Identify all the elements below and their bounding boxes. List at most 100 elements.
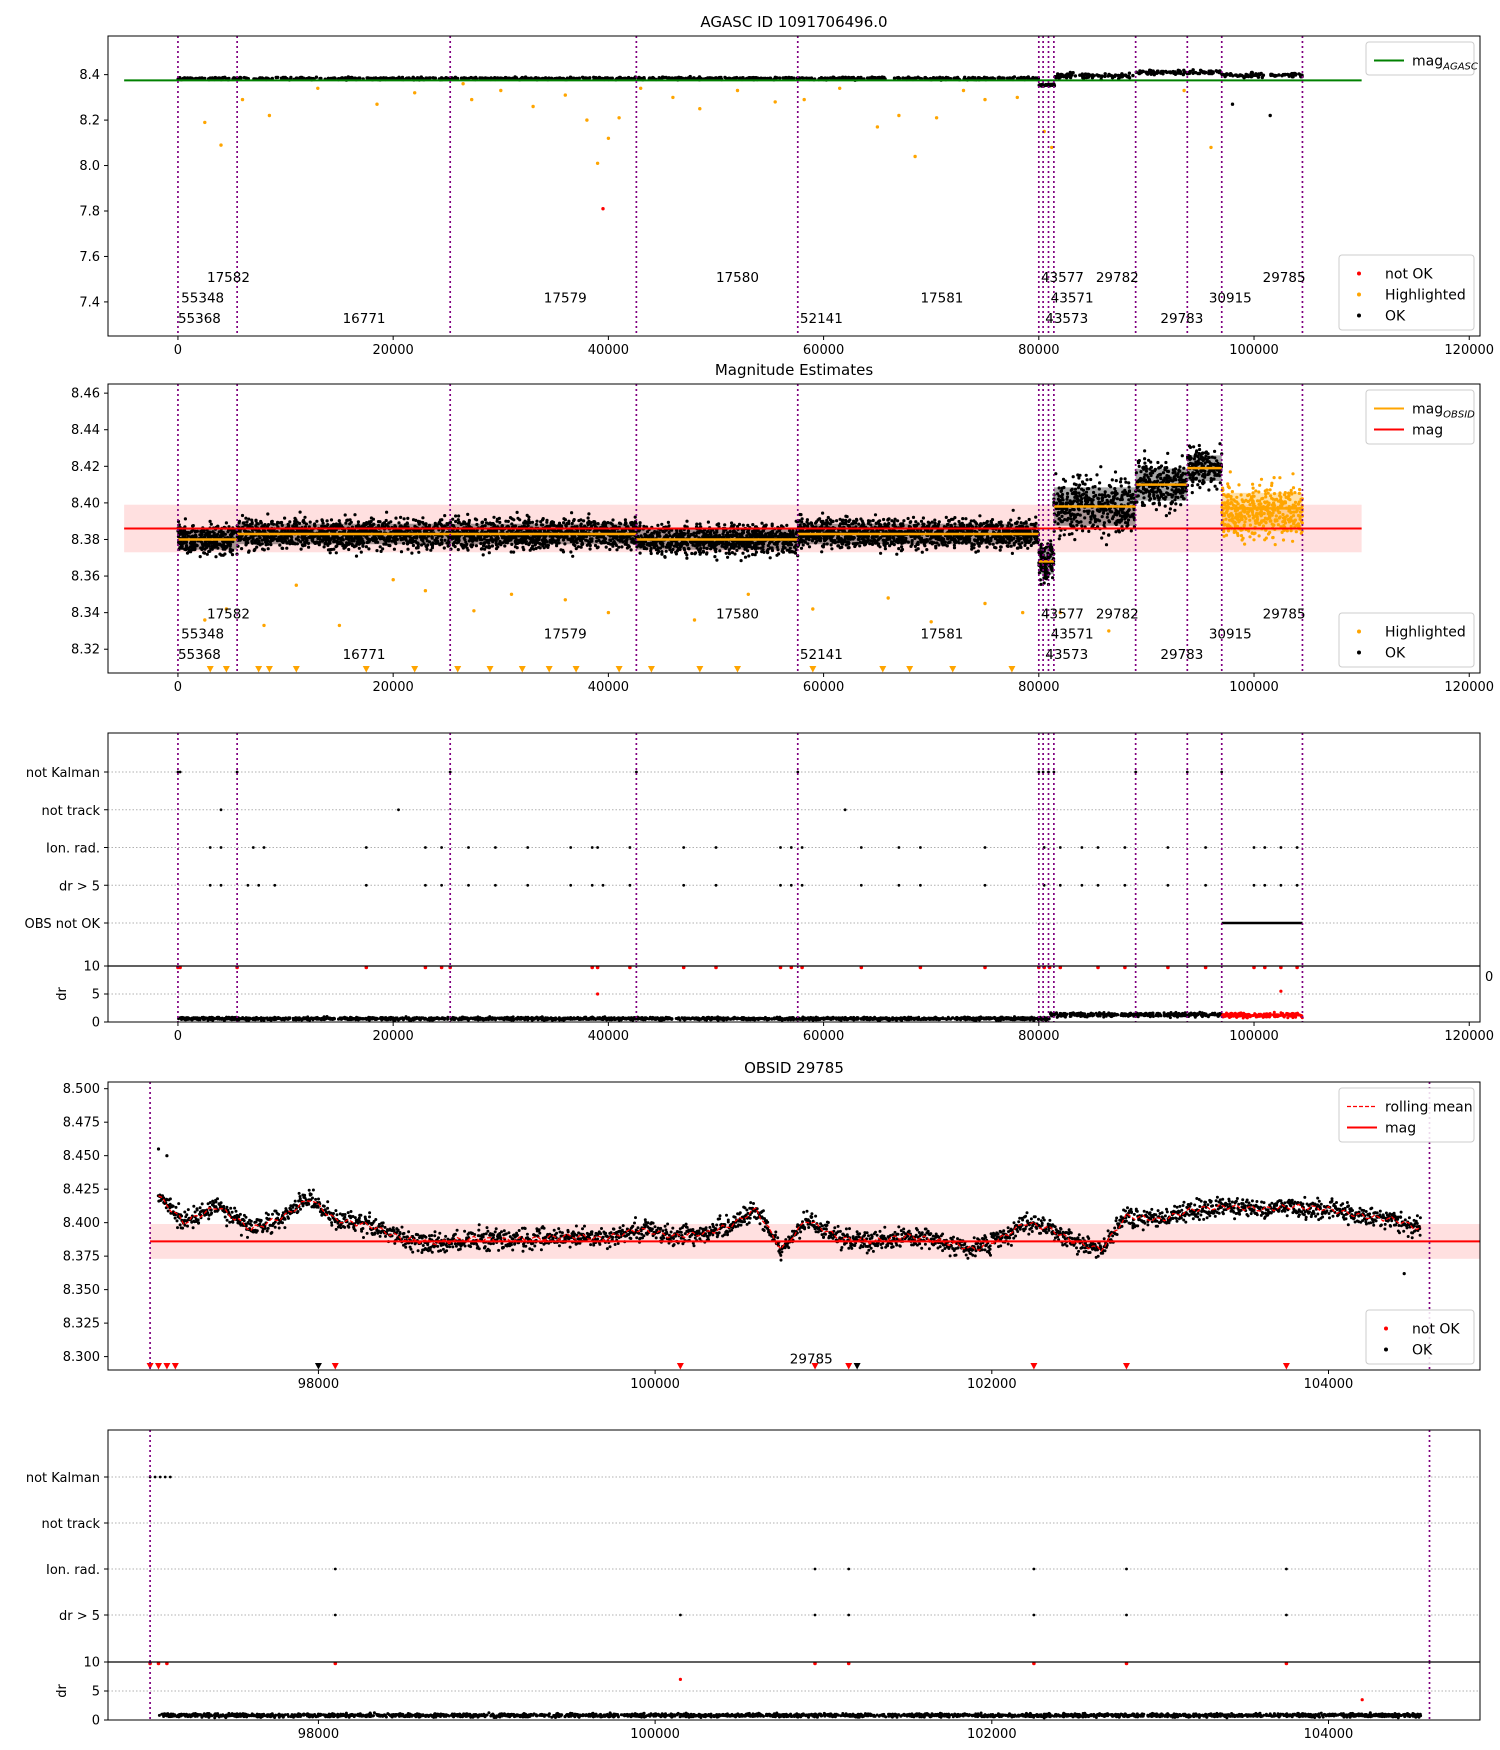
- data-point: [294, 537, 298, 541]
- data-point: [926, 520, 930, 524]
- data-point: [705, 552, 709, 556]
- data-point: [642, 524, 646, 528]
- data-point: [328, 548, 332, 552]
- data-point: [299, 547, 303, 551]
- data-point: [316, 86, 320, 91]
- data-point: [1234, 73, 1239, 77]
- data-point: [595, 161, 600, 165]
- data-point: [743, 555, 748, 559]
- data-point: [865, 76, 870, 80]
- data-point: [187, 550, 191, 554]
- data-point: [186, 547, 190, 551]
- data-point: [466, 512, 470, 517]
- data-point: [1241, 74, 1245, 79]
- data-point: [582, 76, 586, 81]
- data-point: [443, 514, 447, 518]
- data-point: [214, 555, 218, 559]
- data-point: [198, 533, 202, 537]
- data-point: [575, 76, 579, 81]
- data-point: [220, 531, 224, 536]
- data-point: [1230, 102, 1235, 106]
- panel-2-plot: 5534855368175821677117579175805214117581…: [124, 384, 1362, 673]
- data-point: [656, 523, 660, 528]
- data-point: [826, 515, 830, 520]
- data-point: [953, 516, 957, 520]
- data-point: [223, 532, 227, 536]
- data-point: [205, 552, 209, 556]
- data-point: [587, 512, 591, 516]
- data-point: [509, 550, 513, 554]
- data-point: [1291, 75, 1295, 79]
- data-point: [180, 532, 185, 536]
- data-point: [266, 512, 270, 516]
- data-point: [459, 76, 464, 80]
- data-point: [880, 76, 884, 80]
- data-point: [193, 533, 198, 538]
- data-point: [240, 97, 245, 102]
- data-point: [283, 516, 287, 520]
- data-point: [374, 76, 378, 80]
- data-point: [406, 547, 410, 551]
- data-point: [528, 76, 533, 81]
- data-point: [209, 522, 213, 526]
- data-point: [186, 534, 190, 538]
- data-point: [674, 552, 679, 556]
- data-point: [1223, 73, 1228, 77]
- data-point: [1250, 73, 1254, 77]
- data-point: [375, 102, 379, 106]
- data-point: [259, 519, 263, 524]
- data-point: [513, 75, 517, 79]
- data-point: [1033, 76, 1037, 81]
- data-point: [402, 541, 406, 546]
- data-point: [693, 552, 697, 556]
- data-point: [664, 549, 668, 553]
- data-point: [1182, 88, 1186, 93]
- data-point: [1228, 72, 1233, 76]
- data-point: [1167, 70, 1171, 74]
- data-point: [191, 524, 195, 528]
- data-point: [454, 519, 458, 524]
- data-point: [1269, 73, 1273, 78]
- data-point: [247, 517, 251, 521]
- data-point: [1217, 70, 1221, 75]
- data-point: [638, 521, 642, 525]
- data-point: [399, 515, 403, 520]
- data-point: [559, 548, 563, 552]
- data-point: [1080, 74, 1085, 78]
- data-point: [699, 551, 703, 555]
- data-point: [207, 541, 211, 545]
- data-point: [1009, 518, 1013, 522]
- data-point: [671, 95, 675, 100]
- data-point: [572, 519, 576, 523]
- data-point: [240, 547, 244, 551]
- data-point: [829, 76, 833, 81]
- data-point: [504, 519, 508, 523]
- data-point: [198, 76, 202, 80]
- data-point: [276, 75, 280, 80]
- data-point: [913, 154, 917, 159]
- data-point: [788, 76, 792, 80]
- data-point: [698, 522, 702, 526]
- data-point: [286, 522, 290, 527]
- data-point: [1268, 113, 1272, 118]
- data-point: [1201, 70, 1205, 75]
- data-point: [201, 543, 205, 547]
- data-point: [629, 548, 633, 552]
- data-point: [314, 75, 319, 79]
- data-point: [1022, 75, 1026, 80]
- data-point: [1159, 69, 1164, 74]
- data-point: [914, 548, 918, 552]
- data-point: [766, 550, 770, 554]
- data-point: [819, 76, 824, 80]
- data-point: [778, 76, 782, 80]
- data-point: [934, 116, 939, 120]
- data-point: [484, 545, 488, 549]
- data-point: [586, 516, 590, 520]
- data-point: [456, 518, 460, 522]
- obsid-label: 43571: [1051, 290, 1094, 306]
- data-point: [1121, 73, 1126, 78]
- data-point: [1191, 71, 1195, 76]
- obsid-label: 17581: [920, 290, 963, 306]
- data-point: [1113, 73, 1118, 77]
- data-point: [212, 533, 216, 537]
